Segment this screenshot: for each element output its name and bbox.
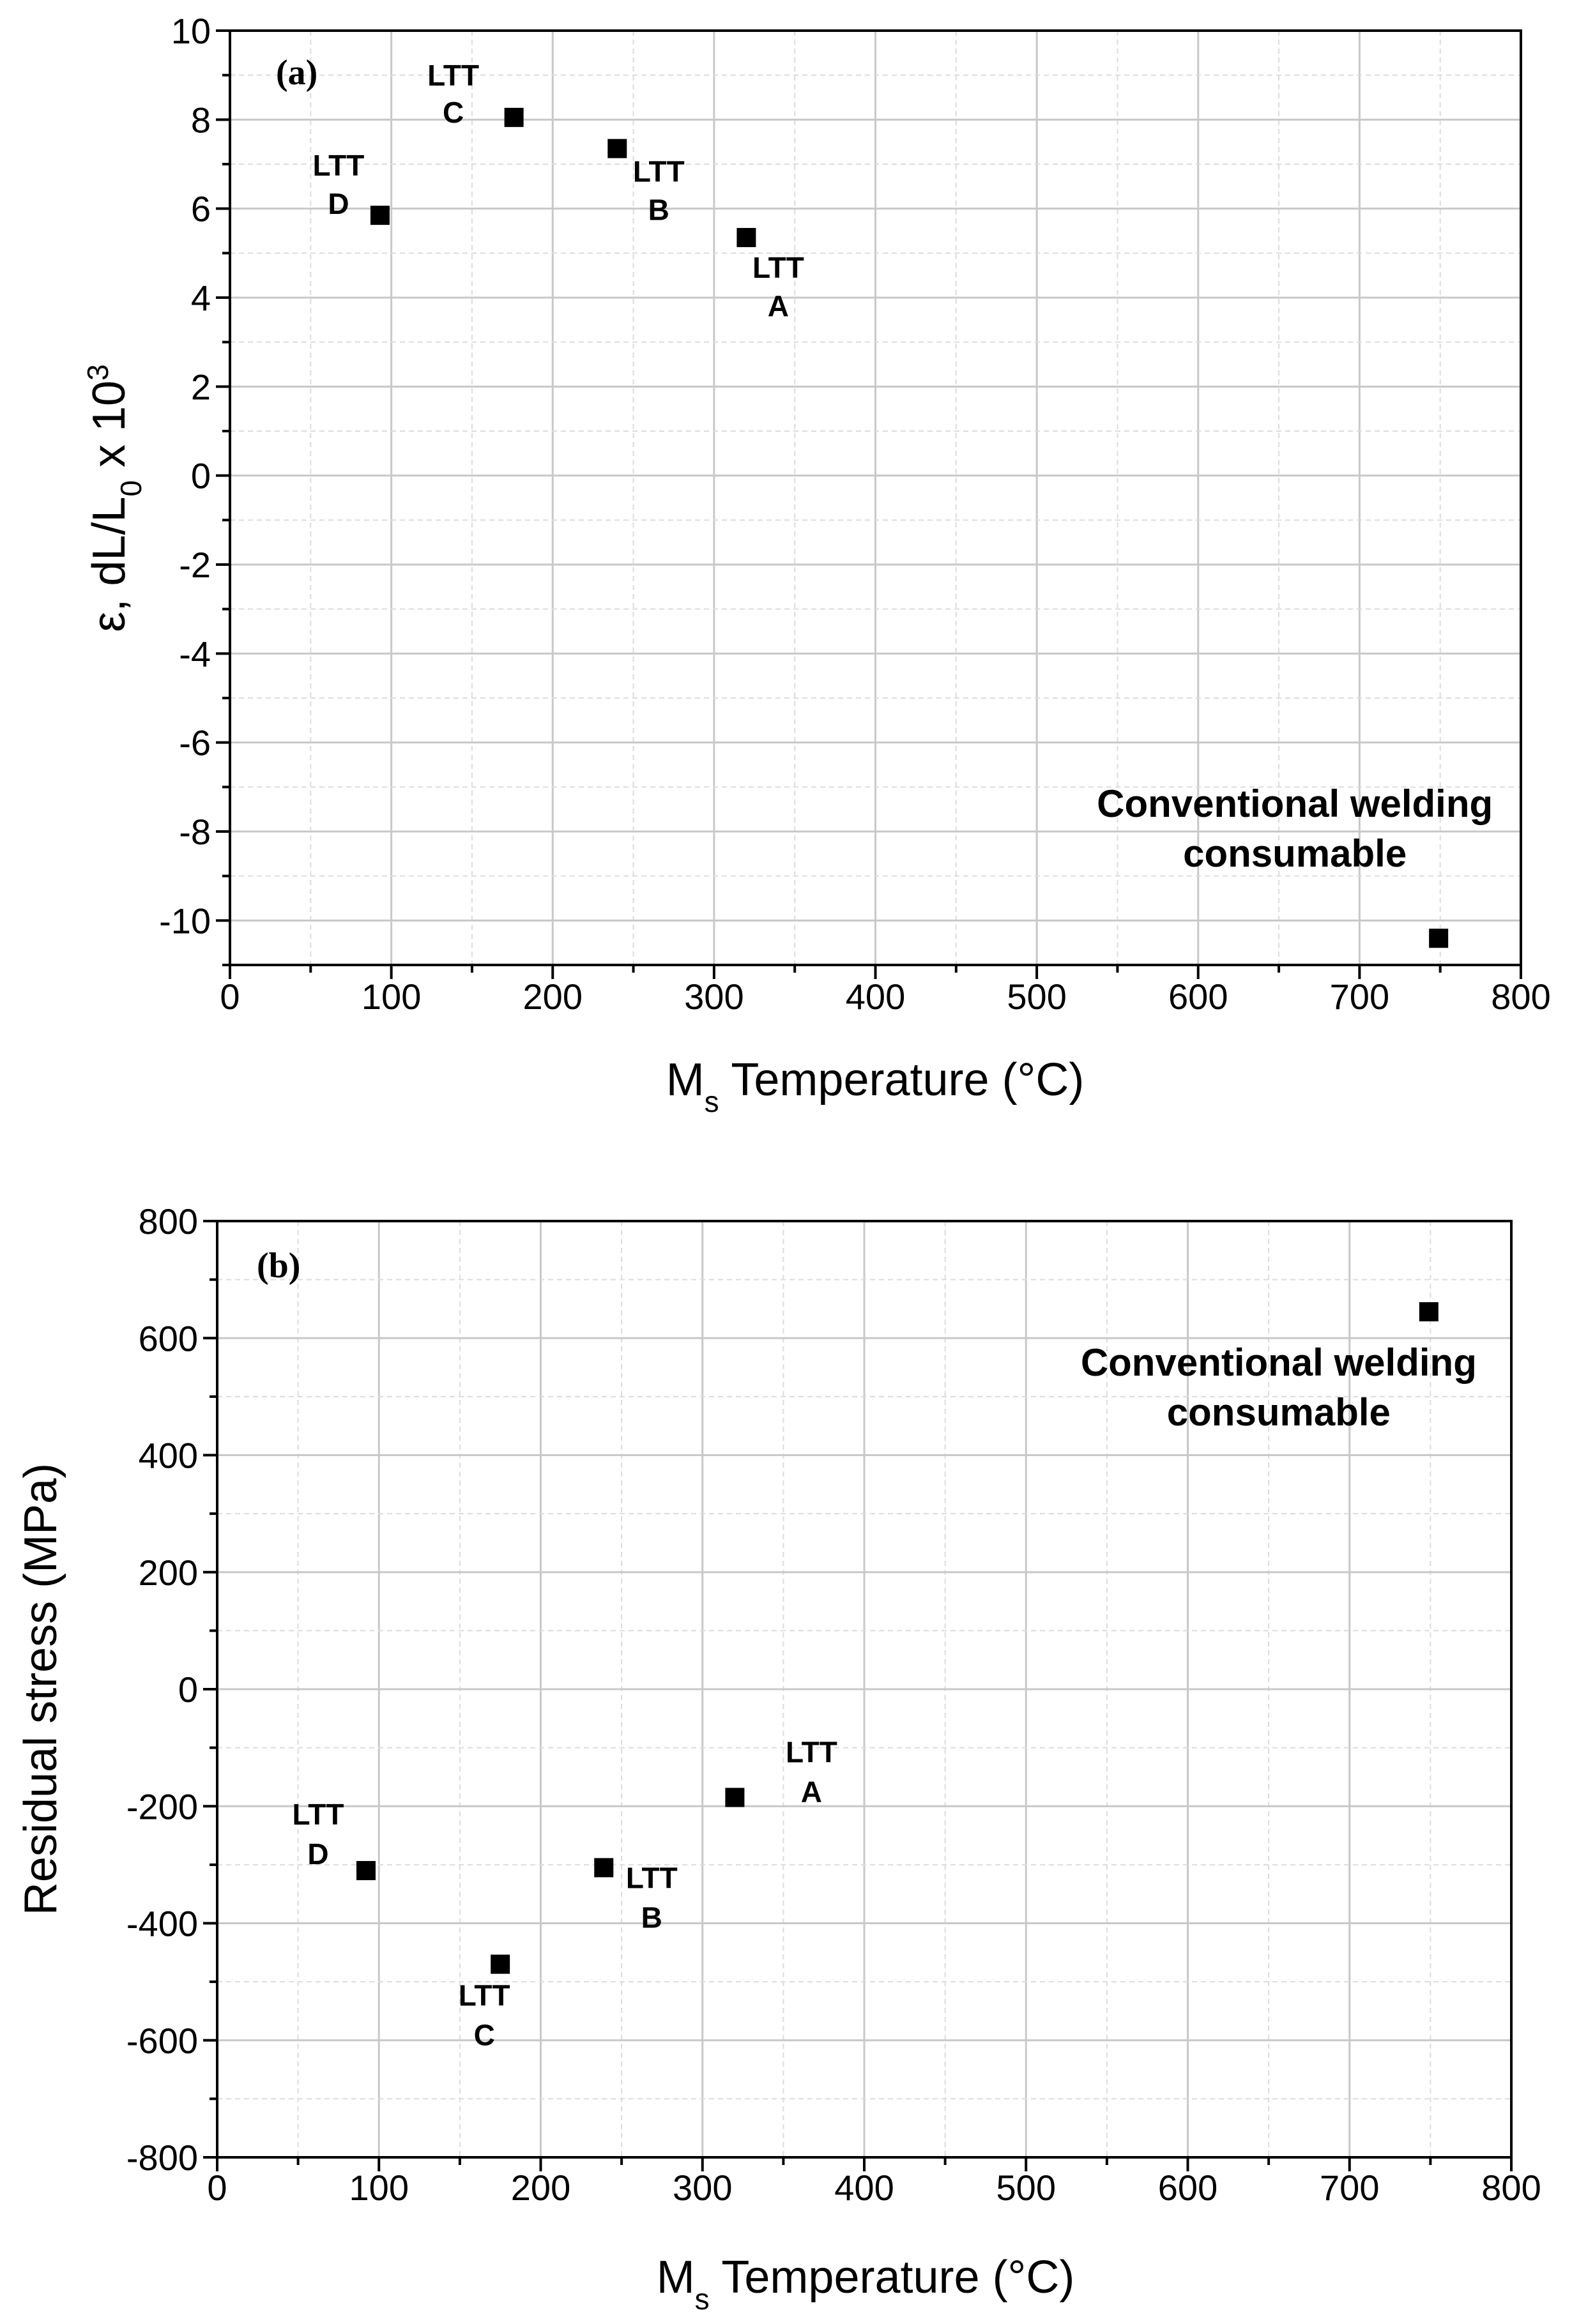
y-tick-label: 200 <box>139 1553 198 1593</box>
data-point-label: LTT A <box>786 1736 837 1809</box>
panel-a-y-axis-title: ε, dL/L0 x 103 <box>81 364 148 632</box>
y-tick-label: -600 <box>126 2021 198 2061</box>
y-tick-label: 0 <box>191 456 211 496</box>
x-tick-label: 800 <box>1491 976 1550 1017</box>
x-tick-label: 300 <box>684 976 744 1017</box>
panel-a-markers <box>370 107 1449 948</box>
panel-b-markers <box>356 1302 1438 1974</box>
data-point-label: LTT D <box>293 1798 344 1871</box>
x-tick-label: 100 <box>362 976 421 1017</box>
data-point-marker <box>356 1861 376 1881</box>
x-tick-label: 700 <box>1330 976 1389 1017</box>
panel-a-point-labels: LTT D LTT C LTT B LTT A Conventional welding cons… <box>312 59 1493 875</box>
data-point-label: LTT B <box>626 1861 678 1934</box>
y-tick-label: 0 <box>178 1669 198 1710</box>
x-tick-label: 0 <box>220 976 240 1017</box>
x-tick-label: 400 <box>846 976 905 1017</box>
x-tick-label: 200 <box>511 2168 570 2208</box>
x-tick-label: 500 <box>996 2168 1056 2208</box>
data-point-label: Conventional welding consumable <box>1081 1341 1477 1434</box>
panel-a-chart: 0 100 200 300 400 500 600 700 800 -10 -8 -6 -4 -2 0 2 4… <box>81 11 1551 1118</box>
data-point-marker <box>736 227 756 247</box>
data-point-marker <box>504 107 524 127</box>
y-tick-label: -200 <box>126 1786 198 1827</box>
panel-a-grid <box>230 31 1521 965</box>
panel-a-x-tick-labels: 0 100 200 300 400 500 600 700 800 <box>220 976 1550 1017</box>
y-tick-label: 2 <box>191 367 211 407</box>
x-tick-label: 300 <box>673 2168 732 2208</box>
y-tick-label: 600 <box>139 1318 198 1358</box>
panel-b-y-tick-labels: -800 -600 -400 -200 0 200 400 600 800 <box>126 1201 198 2178</box>
panel-b-tag: (b) <box>257 1246 300 1286</box>
data-point-label: Conventional welding consumable <box>1097 782 1493 875</box>
y-tick-label: -10 <box>159 900 211 941</box>
y-tick-label: 4 <box>191 278 211 318</box>
panel-b-ticks <box>203 1220 1513 2171</box>
data-point-label: LTT D <box>312 149 364 220</box>
y-tick-label: -800 <box>126 2138 198 2178</box>
y-tick-label: 800 <box>139 1201 198 1242</box>
x-tick-label: 200 <box>523 976 583 1017</box>
data-point-marker <box>370 206 390 225</box>
data-point-marker <box>491 1954 510 1974</box>
panel-b-grid <box>217 1221 1511 2157</box>
data-point-marker <box>594 1858 614 1878</box>
y-tick-label: 10 <box>171 11 211 51</box>
panel-b-x-axis-title: Ms Temperature (°C) <box>657 2252 1075 2316</box>
data-point-marker <box>1419 1302 1438 1322</box>
data-point-label: LTT B <box>633 155 685 227</box>
panel-b-chart: 0 100 200 300 400 500 600 700 800 -800 -600 -400 -2… <box>15 1201 1541 2316</box>
data-point-label: LTT C <box>427 59 479 129</box>
panel-a-ticks <box>216 29 1522 979</box>
panel-a-tag: (a) <box>276 53 317 93</box>
panel-b-x-tick-labels: 0 100 200 300 400 500 600 700 800 <box>207 2168 1541 2208</box>
x-tick-label: 700 <box>1320 2168 1379 2208</box>
y-tick-label: -6 <box>179 723 211 763</box>
x-tick-label: 0 <box>207 2168 227 2208</box>
panel-b-y-axis-title: Residual stress (MPa) <box>15 1463 66 1915</box>
data-point-marker <box>607 139 627 158</box>
x-tick-label: 800 <box>1481 2168 1541 2208</box>
panel-a-x-axis-title: Ms Temperature (°C) <box>666 1054 1085 1118</box>
panel-b-point-labels: LTT D LTT C LTT B LTT A Conventional welding cons… <box>293 1341 1477 2052</box>
panel-a-y-tick-labels: -10 -8 -6 -4 -2 0 2 4 6 8 10 <box>159 11 211 941</box>
data-point-marker <box>725 1788 745 1807</box>
y-tick-label: -400 <box>126 1904 198 1944</box>
x-tick-label: 500 <box>1007 976 1066 1017</box>
y-tick-label: 400 <box>139 1436 198 1476</box>
data-point-marker <box>1429 929 1449 948</box>
x-tick-label: 600 <box>1158 2168 1217 2208</box>
data-point-label: LTT A <box>752 251 804 323</box>
x-tick-label: 600 <box>1168 976 1228 1017</box>
y-tick-label: 6 <box>191 189 211 229</box>
y-tick-label: -8 <box>179 812 211 852</box>
y-tick-label: -4 <box>179 634 211 674</box>
y-tick-label: 8 <box>191 100 211 140</box>
data-point-label: LTT C <box>459 1979 510 2052</box>
y-tick-label: -2 <box>179 545 211 585</box>
x-tick-label: 100 <box>349 2168 409 2208</box>
x-tick-label: 400 <box>834 2168 894 2208</box>
